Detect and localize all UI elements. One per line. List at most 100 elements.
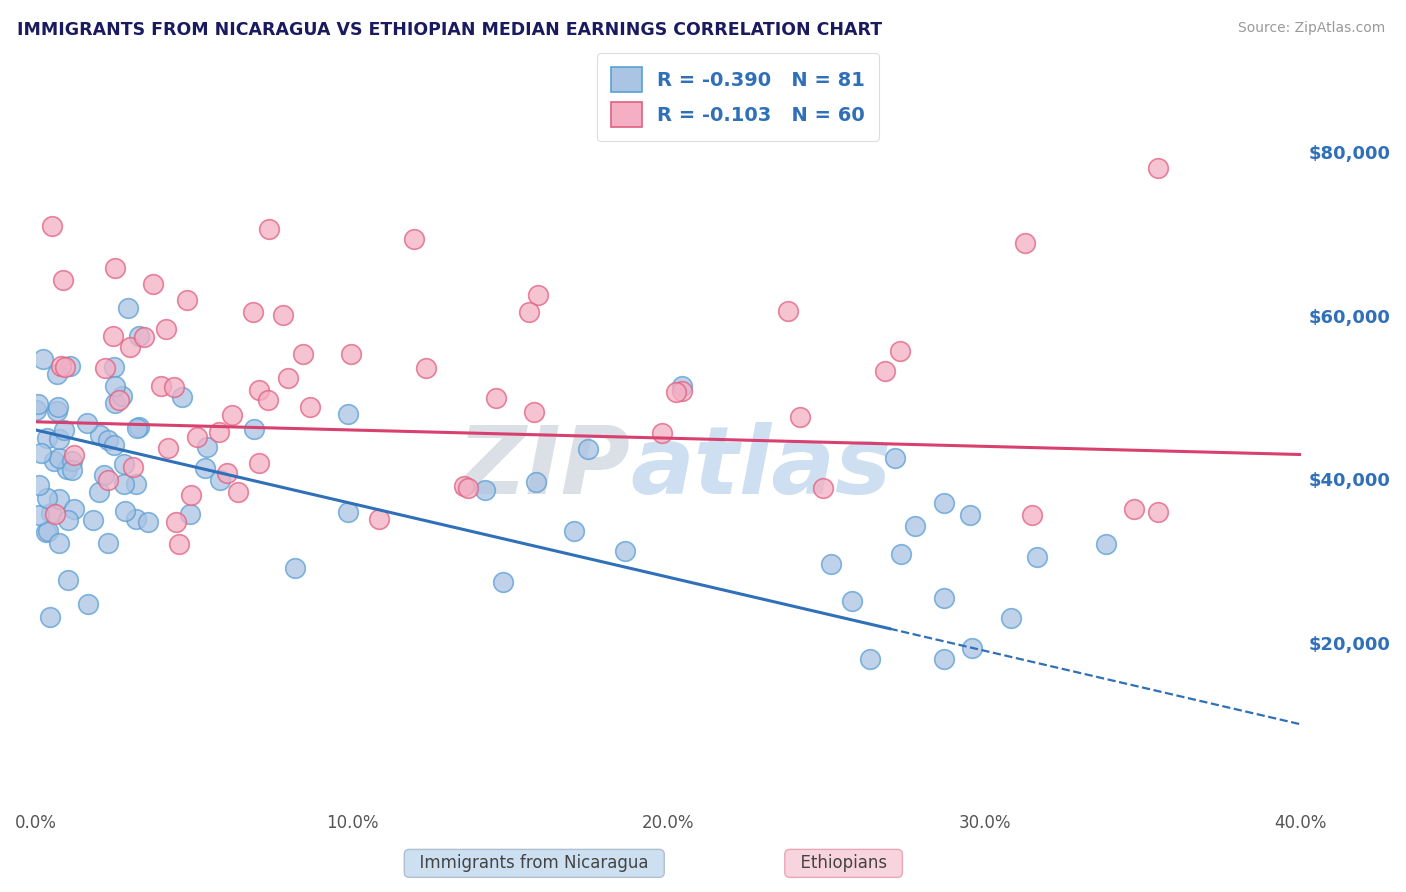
Point xyxy=(45,404,67,418)
Point xyxy=(524,475,547,490)
Point xyxy=(87,484,110,499)
Point xyxy=(841,593,863,607)
Point xyxy=(97,536,120,550)
Point xyxy=(271,308,294,322)
Point xyxy=(117,301,139,315)
Point xyxy=(112,457,135,471)
Point xyxy=(62,449,84,463)
Point xyxy=(62,502,84,516)
Point xyxy=(93,468,115,483)
Point xyxy=(875,364,897,378)
Point xyxy=(53,360,76,375)
Point xyxy=(77,597,100,611)
Point xyxy=(671,379,693,393)
Text: atlas: atlas xyxy=(630,422,891,514)
Text: Immigrants from Nicaragua: Immigrants from Nicaragua xyxy=(409,855,659,872)
Text: Source: ZipAtlas.com: Source: ZipAtlas.com xyxy=(1237,21,1385,35)
Point xyxy=(651,426,673,441)
Point xyxy=(890,547,912,561)
Point xyxy=(368,512,391,526)
Point xyxy=(1095,536,1118,550)
Point xyxy=(165,516,187,530)
Point xyxy=(402,232,425,246)
Point xyxy=(208,473,231,487)
Point xyxy=(39,610,62,624)
Point xyxy=(103,329,125,343)
Point xyxy=(37,491,59,506)
Point xyxy=(962,641,984,656)
Point xyxy=(156,442,179,456)
Point xyxy=(48,432,70,446)
Point xyxy=(336,505,359,519)
Point xyxy=(664,384,686,399)
Point xyxy=(97,473,120,487)
Point xyxy=(221,408,243,422)
Point xyxy=(122,459,145,474)
Text: Ethiopians: Ethiopians xyxy=(790,855,897,872)
Point xyxy=(179,507,201,521)
Point xyxy=(76,417,98,431)
Text: ZIP: ZIP xyxy=(457,422,630,514)
Point xyxy=(934,591,956,606)
Point xyxy=(37,431,59,445)
Point xyxy=(562,524,585,539)
Point xyxy=(195,440,218,454)
Point xyxy=(167,537,190,551)
Point xyxy=(32,351,55,366)
Point xyxy=(613,544,636,558)
Point xyxy=(60,463,83,477)
Point xyxy=(671,384,693,399)
Point xyxy=(180,488,202,502)
Point xyxy=(41,219,63,234)
Point xyxy=(453,479,475,493)
Point xyxy=(415,360,437,375)
Point xyxy=(49,359,72,373)
Point xyxy=(474,483,496,497)
Point xyxy=(28,478,51,492)
Point xyxy=(492,575,515,590)
Point xyxy=(277,371,299,385)
Point xyxy=(118,340,141,354)
Point xyxy=(59,359,82,373)
Point xyxy=(242,422,264,436)
Point xyxy=(128,329,150,343)
Point xyxy=(53,423,76,437)
Point xyxy=(1026,549,1049,564)
Point xyxy=(89,428,111,442)
Point xyxy=(247,384,270,398)
Point xyxy=(58,513,80,527)
Point xyxy=(30,446,52,460)
Point xyxy=(125,477,148,491)
Point xyxy=(485,392,508,406)
Point xyxy=(889,343,911,358)
Point xyxy=(576,442,599,456)
Point xyxy=(103,359,125,374)
Point xyxy=(1147,505,1170,519)
Point xyxy=(820,557,842,571)
Point xyxy=(523,405,546,419)
Point xyxy=(103,438,125,452)
Point xyxy=(94,361,117,376)
Point xyxy=(60,453,83,467)
Point xyxy=(789,410,811,425)
Point xyxy=(226,484,249,499)
Point xyxy=(242,305,264,319)
Point xyxy=(104,379,127,393)
Point xyxy=(58,573,80,587)
Point xyxy=(1123,502,1146,516)
Point xyxy=(48,450,70,465)
Point xyxy=(457,481,479,495)
Point xyxy=(44,507,66,521)
Point xyxy=(56,462,79,476)
Point xyxy=(340,347,363,361)
Point xyxy=(172,390,194,404)
Point xyxy=(44,453,66,467)
Point xyxy=(208,425,231,440)
Point xyxy=(134,329,156,343)
Legend: R = -0.390   N = 81, R = -0.103   N = 60: R = -0.390 N = 81, R = -0.103 N = 60 xyxy=(598,54,879,141)
Point xyxy=(959,508,981,522)
Point xyxy=(1021,508,1043,522)
Point xyxy=(125,421,148,435)
Point xyxy=(778,304,800,318)
Point xyxy=(1014,236,1036,251)
